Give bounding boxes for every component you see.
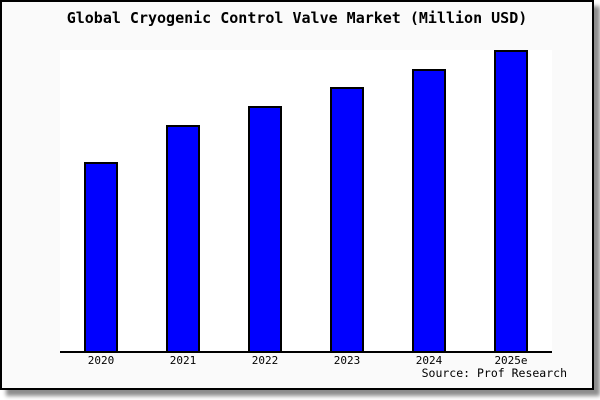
bar-2025e: [494, 50, 528, 351]
bar-2021: [166, 125, 200, 351]
chart-title: Global Cryogenic Control Valve Market (M…: [66, 9, 528, 27]
bar-2022: [248, 106, 282, 351]
source-note: Source: Prof Research: [421, 366, 567, 380]
x-tick-2024: 2024: [415, 354, 443, 367]
bar-2020: [84, 162, 118, 351]
x-tick-2023: 2023: [333, 354, 361, 367]
x-tick-2025e: 2025e: [494, 354, 528, 367]
x-tick-2020: 2020: [87, 354, 115, 367]
plot-area: [60, 50, 552, 353]
bar-2023: [330, 87, 364, 351]
x-tick-2022: 2022: [251, 354, 279, 367]
chart-window: Global Cryogenic Control Valve Market (M…: [0, 0, 594, 390]
bar-2024: [412, 69, 446, 351]
x-tick-2021: 2021: [169, 354, 197, 367]
